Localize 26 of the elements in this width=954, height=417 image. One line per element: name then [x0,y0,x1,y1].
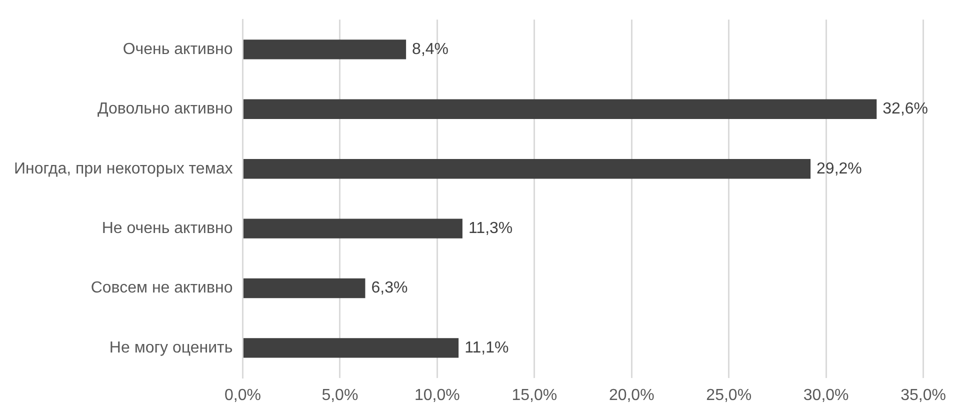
bar [243,99,877,119]
bar [243,278,366,298]
y-tick-label: Очень активно [122,40,233,58]
bar [243,40,406,60]
y-tick-label: Довольно активно [98,100,233,118]
x-tick-label: 10,0% [414,386,460,404]
data-label: 11,1% [464,339,509,356]
bar [243,338,459,358]
y-tick-label: Совсем не активно [90,280,233,297]
data-label: 29,2% [816,160,862,178]
data-label: 32,6% [882,100,928,118]
y-tick-label: Не очень активно [102,220,233,237]
x-tick-label: 20,0% [608,386,654,404]
data-label: 11,3% [468,220,513,237]
data-label: 6,3% [371,280,408,297]
y-tick-label: Иногда, при некоторых темах [14,160,233,178]
data-label: 8,4% [412,40,449,58]
x-tick-label: 5,0% [322,386,358,404]
x-tick-label: 30,0% [803,386,849,404]
x-tick-label: 0,0% [224,386,261,404]
x-tick-label: 25,0% [706,386,752,404]
x-tick-label: 15,0% [512,386,558,404]
bar [243,218,462,238]
x-tick-label: 35,0% [900,386,946,404]
y-tick-label: Не могу оценить [109,339,233,356]
bar [243,159,811,179]
